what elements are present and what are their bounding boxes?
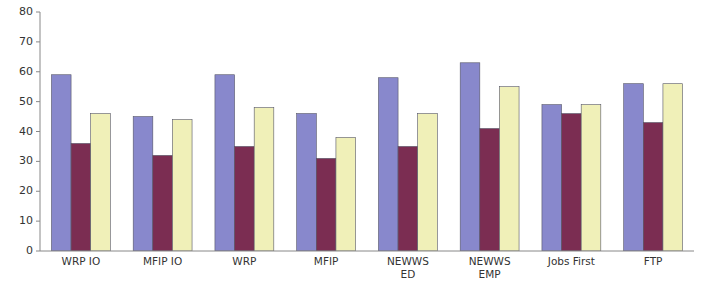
bar <box>460 63 480 251</box>
bar <box>378 78 398 251</box>
axes: 0 10 20 30 40 50 60 70 80 WRP IO MFIP IO WRP MFIP NEW… <box>19 5 694 280</box>
y-tick-label: 50 <box>19 95 33 108</box>
bar <box>336 137 356 251</box>
y-tick <box>36 41 40 42</box>
bar <box>51 75 71 251</box>
bar <box>418 114 438 251</box>
bar <box>297 114 317 251</box>
y-tick-label: 80 <box>19 5 33 18</box>
x-tick-label: WRP <box>232 255 256 267</box>
bar <box>254 108 274 251</box>
bar <box>398 146 418 251</box>
y-tick <box>36 101 40 102</box>
bar <box>624 84 644 251</box>
y-tick <box>36 191 40 192</box>
x-tick-label: MFIP IO <box>143 255 182 267</box>
bar <box>562 114 582 251</box>
bar <box>581 105 601 251</box>
bar <box>663 84 683 251</box>
y-tick-label: 70 <box>19 35 33 48</box>
x-tick-label: FTP <box>644 255 663 267</box>
y-tick <box>36 161 40 162</box>
bar <box>643 123 663 251</box>
bar <box>153 155 173 251</box>
bar <box>235 146 255 251</box>
x-tick-label: NEWWSED <box>387 255 429 280</box>
x-tick-label: Jobs First <box>547 255 595 267</box>
y-tick <box>36 12 40 13</box>
x-tick-label: MFIP <box>314 255 339 267</box>
bar <box>71 143 91 251</box>
bar <box>172 120 192 251</box>
x-axis-line <box>40 251 694 252</box>
x-tick-label: NEWWSEMP <box>469 255 511 280</box>
bar <box>316 158 336 251</box>
y-tick <box>36 251 40 252</box>
y-tick-label: 60 <box>19 65 33 78</box>
y-tick <box>36 131 40 132</box>
y-tick <box>36 221 40 222</box>
y-tick-label: 10 <box>19 214 33 227</box>
bar <box>480 129 500 251</box>
bar <box>542 105 562 251</box>
y-tick-label: 40 <box>19 125 33 138</box>
bar <box>91 114 111 251</box>
y-tick-label: 20 <box>19 184 33 197</box>
bars <box>51 63 682 251</box>
chart-container: 0 10 20 30 40 50 60 70 80 WRP IO MFIP IO WRP MFIP NEW… <box>0 0 706 289</box>
bar <box>133 117 153 251</box>
y-tick-label: 0 <box>26 244 33 257</box>
chart-svg: 0 10 20 30 40 50 60 70 80 WRP IO MFIP IO WRP MFIP NEW… <box>0 0 706 289</box>
bar <box>499 87 519 251</box>
y-tick-label: 30 <box>19 154 33 167</box>
y-tick <box>36 71 40 72</box>
x-tick-label: WRP IO <box>62 255 101 267</box>
bar <box>215 75 235 251</box>
